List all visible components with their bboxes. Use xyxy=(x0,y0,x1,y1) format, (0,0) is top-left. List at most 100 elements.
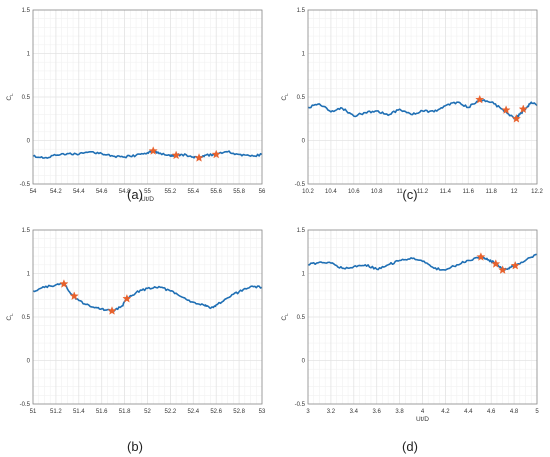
x-tick-label: 55.6 xyxy=(210,189,222,195)
y-axis-label: CL xyxy=(6,93,14,101)
panel-label-b: (b) xyxy=(127,439,143,454)
x-tick-label: 10.2 xyxy=(302,189,314,195)
x-tick-label: 55 xyxy=(144,189,151,195)
x-tick-label: 54 xyxy=(30,189,37,195)
x-tick-label: 52.6 xyxy=(210,409,222,415)
plot-area-d: 3 3.2 3.4 3.6 3.8 4 4.2 4.4 4.6 4.8 5 -0.5 0 0.5 1 1.5 C… xyxy=(281,228,539,423)
x-axis-label: Ut/D xyxy=(416,416,429,423)
grid-c xyxy=(307,9,538,185)
x-tick-label: 51.8 xyxy=(119,409,131,415)
panel-label-a: (a) xyxy=(127,187,143,202)
y-axis-label: CL xyxy=(281,93,289,101)
x-tick-label: 3.8 xyxy=(395,409,404,415)
x-tick-label: 3.4 xyxy=(350,409,359,415)
x-tick-label: 52 xyxy=(144,409,151,415)
data-point-marker xyxy=(194,153,204,162)
x-tick-label: 54.8 xyxy=(119,189,131,195)
axes-frame xyxy=(32,229,263,405)
data-point-marker xyxy=(148,146,158,155)
x-tick-label: 51.4 xyxy=(73,409,85,415)
plot-area-a: 54 54.2 54.4 54.6 54.8 55 55.2 55.4 55.6 55.8 56 -0… xyxy=(6,8,266,203)
y-tick-label: -0.5 xyxy=(295,402,306,408)
x-tick-label: 4.6 xyxy=(487,409,496,415)
x-tick-label: 5 xyxy=(535,409,539,415)
panel-d: (d) 3 3.2 3.4 3.6 3.8 4 4.2 4.4 4.6 4.8 5 -0.5 0 0.5 1… xyxy=(281,228,539,454)
series-line xyxy=(32,282,263,312)
y-tick-label: 1.5 xyxy=(297,228,306,234)
x-tick-label: 12 xyxy=(511,189,518,195)
panel-a: (a) 54 54.2 54.4 54.6 54.8 55 55.2 55.4 55.6 55.8… xyxy=(6,8,266,203)
data-point-marker xyxy=(510,260,520,270)
data-point-marker xyxy=(122,293,132,303)
y-tick-label: -0.5 xyxy=(20,182,31,188)
x-tick-label: 51 xyxy=(30,409,37,415)
data-point-marker xyxy=(476,252,486,261)
y-tick-label: 1 xyxy=(27,52,31,58)
x-tick-label: 4 xyxy=(421,409,425,415)
x-axis-label: Ut/D xyxy=(141,196,154,203)
y-tick-label: 1 xyxy=(302,52,306,58)
data-point-marker xyxy=(171,150,181,160)
x-tick-label: 52.2 xyxy=(165,409,177,415)
y-tick-label: 0.5 xyxy=(22,95,31,101)
panel-label-d: (d) xyxy=(402,439,418,454)
x-tick-label: 56 xyxy=(259,189,266,195)
grid-a xyxy=(32,9,263,185)
panel-label-c: (c) xyxy=(402,187,417,202)
x-tick-label: 54.2 xyxy=(50,189,62,195)
y-tick-label: -0.5 xyxy=(295,182,306,188)
y-tick-label: 1.5 xyxy=(297,8,306,14)
plot-area-b: 51 51.2 51.4 51.6 51.8 52 52.2 52.4 52.6 52.8 53 -0… xyxy=(6,228,266,415)
x-tick-label: 12.2 xyxy=(531,189,543,195)
data-point-marker xyxy=(211,149,221,159)
axes-frame xyxy=(32,9,263,185)
data-point-marker xyxy=(511,113,521,123)
y-tick-label: 0.5 xyxy=(297,315,306,321)
x-tick-label: 11.6 xyxy=(463,189,475,195)
axes-frame xyxy=(307,229,538,405)
y-axis-label: CL xyxy=(6,313,14,321)
y-tick-label: 0 xyxy=(302,359,306,365)
y-tick-label: 0.5 xyxy=(22,315,31,321)
grid-d xyxy=(307,229,538,405)
x-tick-label: 54.6 xyxy=(96,189,108,195)
y-tick-label: 0 xyxy=(302,139,306,145)
data-point-marker xyxy=(518,104,528,114)
x-tick-label: 3 xyxy=(306,409,310,415)
x-tick-label: 55.2 xyxy=(165,189,177,195)
x-tick-label: 52.8 xyxy=(233,409,245,415)
y-tick-label: 1 xyxy=(27,272,31,278)
x-tick-label: 51.6 xyxy=(96,409,108,415)
x-tick-label: 3.6 xyxy=(373,409,382,415)
data-point-marker xyxy=(498,265,508,274)
plot-area-c: 10.2 10.4 10.6 10.8 11 11.2 11.4 11.6 11.8 12 12.2… xyxy=(281,8,543,195)
data-point-marker xyxy=(501,105,511,114)
x-tick-label: 11 xyxy=(396,189,403,195)
panel-b: (b) 51 51.2 51.4 51.6 51.8 52 52.2 52.4 52.6 52.8… xyxy=(6,228,266,454)
y-tick-label: 0 xyxy=(27,359,31,365)
x-tick-label: 11.4 xyxy=(440,189,452,195)
panel-c: (c) 10.2 10.4 10.6 10.8 11 11.2 11.4 11.6 11.8 12… xyxy=(281,8,543,202)
y-tick-label: 0.5 xyxy=(297,95,306,101)
data-point-marker xyxy=(475,94,485,104)
x-tick-label: 3.2 xyxy=(327,409,336,415)
data-point-marker xyxy=(491,259,501,268)
x-tick-label: 4.2 xyxy=(441,409,450,415)
data-point-marker xyxy=(107,306,117,315)
x-tick-label: 52.4 xyxy=(187,409,199,415)
grid-b xyxy=(32,229,263,405)
x-tick-label: 4.4 xyxy=(464,409,473,415)
x-tick-label: 55.8 xyxy=(233,189,245,195)
x-tick-label: 10.6 xyxy=(348,189,360,195)
x-tick-label: 55.4 xyxy=(187,189,199,195)
y-tick-label: 0 xyxy=(27,139,31,145)
data-point-marker xyxy=(69,291,79,300)
y-tick-label: 1 xyxy=(302,272,306,278)
y-tick-label: -0.5 xyxy=(20,402,31,408)
x-tick-label: 11.8 xyxy=(486,189,498,195)
x-tick-label: 10.4 xyxy=(325,189,337,195)
x-tick-label: 11.2 xyxy=(417,189,429,195)
y-tick-label: 1.5 xyxy=(22,228,31,234)
y-tick-label: 1.5 xyxy=(22,8,31,14)
